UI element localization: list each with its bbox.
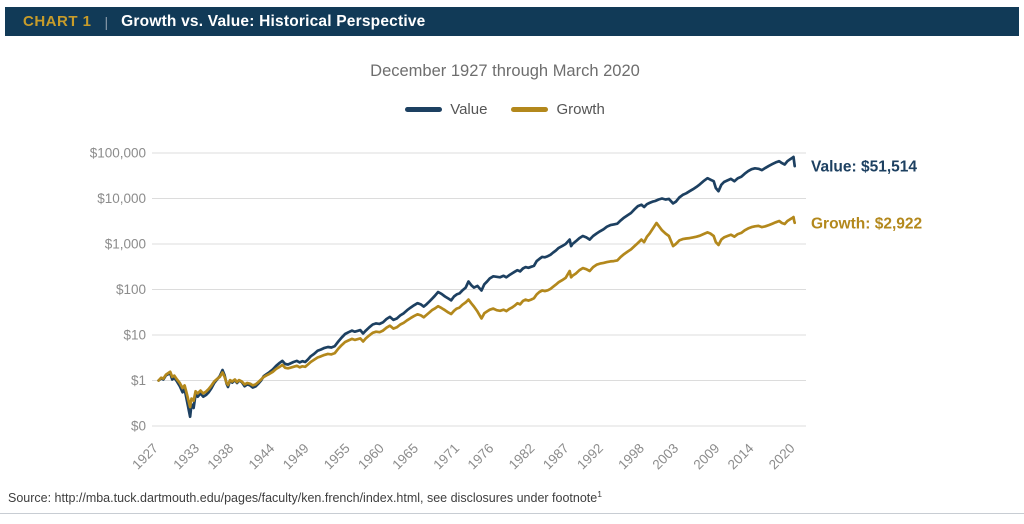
x-tick-label: 1927 <box>129 441 161 473</box>
x-tick-label: 2014 <box>725 440 757 472</box>
y-tick-label: $1 <box>131 373 146 388</box>
chart-subtitle: December 1927 through March 2020 <box>370 62 640 80</box>
source-line: Source: http://mba.tuck.dartmouth.edu/pa… <box>8 491 598 506</box>
value-line <box>157 155 797 419</box>
x-tick-label: 1998 <box>615 441 647 473</box>
x-tick-label: 1933 <box>170 441 202 473</box>
x-tick-label: 1982 <box>506 441 538 473</box>
chart-number-label: CHART 1 <box>23 13 92 30</box>
growth-end-label: Growth: $2,922 <box>811 215 922 232</box>
x-tick-label: 1938 <box>205 441 237 473</box>
x-tick-label: 1955 <box>321 441 353 473</box>
y-tick-label: $0 <box>131 419 146 434</box>
legend-label-growth: Growth <box>556 101 605 118</box>
x-tick-label: 2009 <box>691 441 723 473</box>
chart-legend: Value Growth <box>0 101 1010 118</box>
y-tick-label: $100 <box>116 282 146 297</box>
growth-line-swatch-icon <box>511 107 549 112</box>
header-title: Growth vs. Value: Historical Perspective <box>121 12 426 30</box>
x-tick-label: 1960 <box>355 441 387 473</box>
legend-item-growth: Growth <box>511 101 605 118</box>
x-tick-label: 1944 <box>246 440 278 472</box>
x-tick-label: 2003 <box>649 441 681 473</box>
x-tick-label: 1965 <box>389 441 421 473</box>
header-bar: CHART 1 | Growth vs. Value: Historical P… <box>5 7 1019 36</box>
legend-item-value: Value <box>405 101 487 118</box>
x-tick-label: 2020 <box>766 441 798 473</box>
x-tick-label: 1992 <box>574 441 606 473</box>
source-text: Source: http://mba.tuck.dartmouth.edu/pa… <box>8 489 602 505</box>
x-tick-label: 1987 <box>540 441 572 473</box>
x-tick-label: 1949 <box>280 441 312 473</box>
growth-line <box>157 215 797 409</box>
legend-label-value: Value <box>450 101 488 118</box>
bottom-divider <box>0 513 1024 514</box>
y-tick-label: $10,000 <box>97 191 146 206</box>
value-end-label: Value: $51,514 <box>811 159 917 176</box>
value-line-swatch-icon <box>405 107 443 112</box>
y-tick-label: $1,000 <box>105 237 146 252</box>
x-tick-label: 1971 <box>430 441 462 473</box>
y-tick-label: $100,000 <box>90 146 146 161</box>
header-divider: | <box>104 13 109 30</box>
x-tick-label: 1976 <box>465 441 497 473</box>
footnote-marker: 1 <box>597 489 602 499</box>
y-tick-label: $10 <box>123 328 146 343</box>
